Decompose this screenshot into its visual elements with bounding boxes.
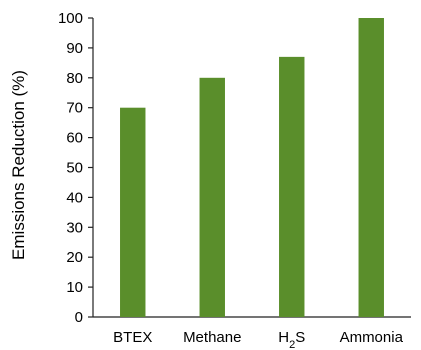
y-tick-label: 20 — [66, 249, 83, 266]
y-tick-label: 90 — [66, 40, 83, 57]
y-tick-label: 10 — [66, 279, 83, 296]
y-tick-label: 70 — [66, 100, 83, 117]
y-axis-title: Emissions Reduction (%) — [9, 70, 28, 260]
bar-h2s — [279, 56, 305, 318]
y-tick-label: 0 — [75, 309, 83, 326]
y-tick-label: 100 — [58, 10, 83, 27]
x-tick-label: Methane — [183, 329, 241, 346]
y-tick-label: 40 — [66, 189, 83, 206]
plot-area: 0 10 20 30 40 50 60 70 80 90 100 BTEX Methane H2S Ammo… — [58, 10, 411, 350]
y-tick-label: 60 — [66, 130, 83, 147]
x-tick-label: BTEX — [113, 329, 152, 346]
bar-methane — [199, 77, 225, 317]
bar-ammonia — [358, 18, 384, 317]
x-tick-label: H2S — [278, 329, 305, 350]
y-axis-title-group: Emissions Reduction (%) — [9, 70, 28, 260]
x-tick-label: Ammonia — [340, 329, 404, 346]
bar-btex — [120, 107, 146, 317]
y-tick-label: 30 — [66, 219, 83, 236]
y-tick-label: 50 — [66, 160, 83, 177]
y-tick-label: 80 — [66, 70, 83, 87]
